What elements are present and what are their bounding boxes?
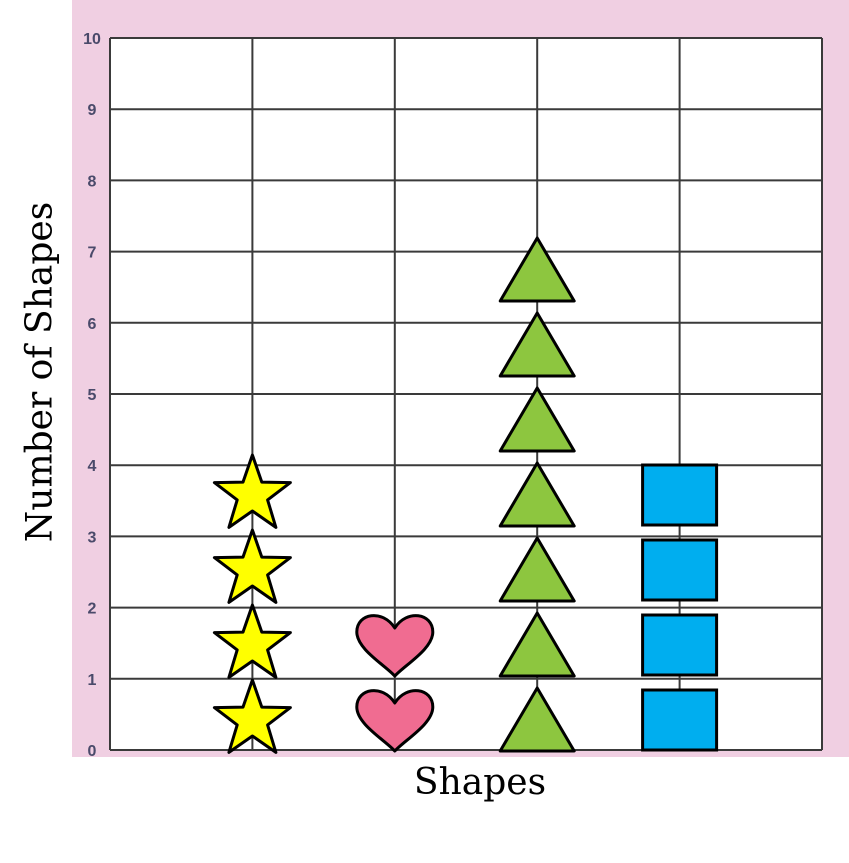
y-tick-label: 7 [88, 245, 97, 262]
star-icon [212, 603, 292, 679]
y-tick-label: 5 [88, 387, 97, 404]
y-tick-label: 6 [88, 316, 97, 333]
y-tick-label: 1 [88, 672, 97, 689]
star-icon [212, 528, 292, 604]
y-axis-label: Number of Shapes [19, 201, 61, 543]
heart-icon [355, 689, 435, 753]
star-icon [212, 678, 292, 754]
triangle-icon [498, 311, 576, 378]
triangle-icon [498, 536, 576, 603]
triangle-icon [498, 386, 576, 453]
y-tick-label: 2 [88, 601, 97, 618]
square-icon [641, 463, 719, 527]
triangle-icon [498, 236, 576, 303]
heart-icon [355, 614, 435, 678]
triangle-icon [498, 461, 576, 528]
y-tick-label: 0 [88, 743, 97, 760]
y-tick-label: 9 [88, 102, 97, 119]
y-tick-label: 10 [83, 31, 101, 48]
y-tick-label: 8 [88, 173, 97, 190]
square-icon [641, 613, 719, 677]
square-icon [641, 688, 719, 752]
star-icon [212, 453, 292, 529]
square-icon [641, 538, 719, 602]
triangle-icon [498, 611, 576, 678]
y-tick-label: 4 [88, 458, 97, 475]
y-tick-label: 3 [88, 529, 97, 546]
x-axis-label: Shapes [413, 762, 547, 803]
triangle-icon [498, 686, 576, 753]
